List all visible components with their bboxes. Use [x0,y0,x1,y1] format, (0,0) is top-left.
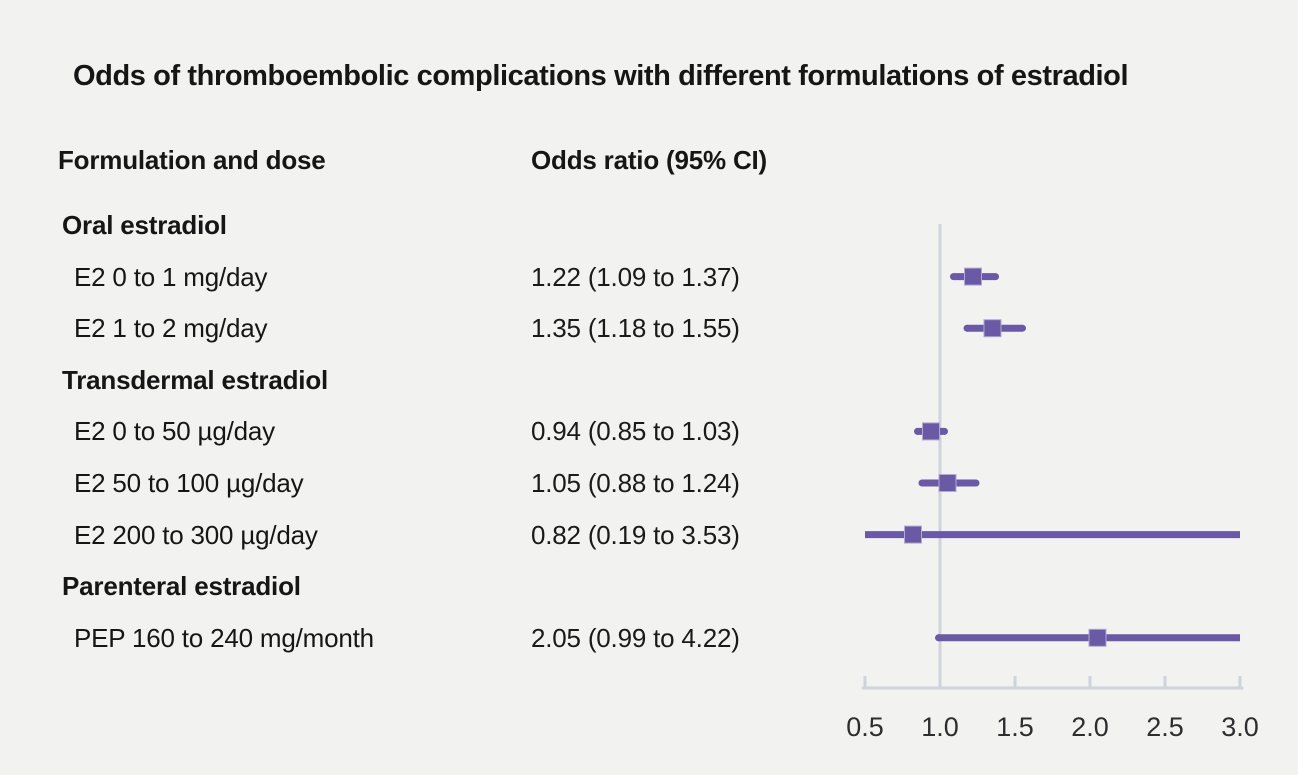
or-marker [1088,628,1107,647]
formulation-label: E2 0 to 1 mg/day [74,261,268,292]
odds-ratio-value: 0.82 (0.19 to 3.53) [531,519,740,550]
odds-ratio-value: 1.05 (0.88 to 1.24) [531,468,740,498]
ci-cap-left [935,634,942,642]
column-header-formulation: Formulation and dose [58,145,326,175]
or-marker [938,474,957,492]
odds-ratio-value: 0.94 (0.85 to 1.03) [531,416,740,447]
or-marker [904,525,922,544]
ci-cap-left [963,324,971,332]
x-axis-tick-label: 2.0 [1071,712,1109,742]
ci-cap-right [972,479,980,487]
group-label: Oral estradiol [62,210,227,240]
ci-cap-left [914,427,921,435]
x-axis-tick-label: 1.5 [996,712,1034,742]
odds-ratio-value: 1.22 (1.09 to 1.37) [531,261,740,292]
chart-title: Odds of thromboembolic complications wit… [73,60,1129,92]
odds-ratio-value: 2.05 (0.99 to 4.22) [531,622,740,653]
or-marker [922,422,940,441]
formulation-label: E2 50 to 100 µg/day [74,468,304,498]
ci-cap-left [950,273,957,281]
column-header-odds-ratio: Odds ratio (95% CI) [531,145,768,175]
ci-cap-right [941,427,948,435]
ci-cap-left [918,479,926,487]
formulation-label: E2 1 to 2 mg/day [74,313,268,344]
group-label: Transdermal estradiol [62,364,329,395]
x-axis-tick-label: 0.5 [846,712,884,742]
x-axis-tick-label: 3.0 [1221,712,1259,742]
formulation-label: E2 0 to 50 µg/day [74,416,275,447]
formulation-label: PEP 160 to 240 mg/month [74,622,374,653]
or-marker [964,267,982,286]
odds-ratio-value: 1.35 (1.18 to 1.55) [531,313,740,344]
x-axis-tick-label: 1.0 [921,712,959,742]
ci-cap-right [992,273,999,281]
or-marker [983,319,1002,338]
formulation-label: E2 200 to 300 µg/day [74,519,318,550]
group-label: Parenteral estradiol [62,571,301,602]
x-axis-tick-label: 2.5 [1146,712,1184,742]
ci-cap-right [1019,324,1026,332]
